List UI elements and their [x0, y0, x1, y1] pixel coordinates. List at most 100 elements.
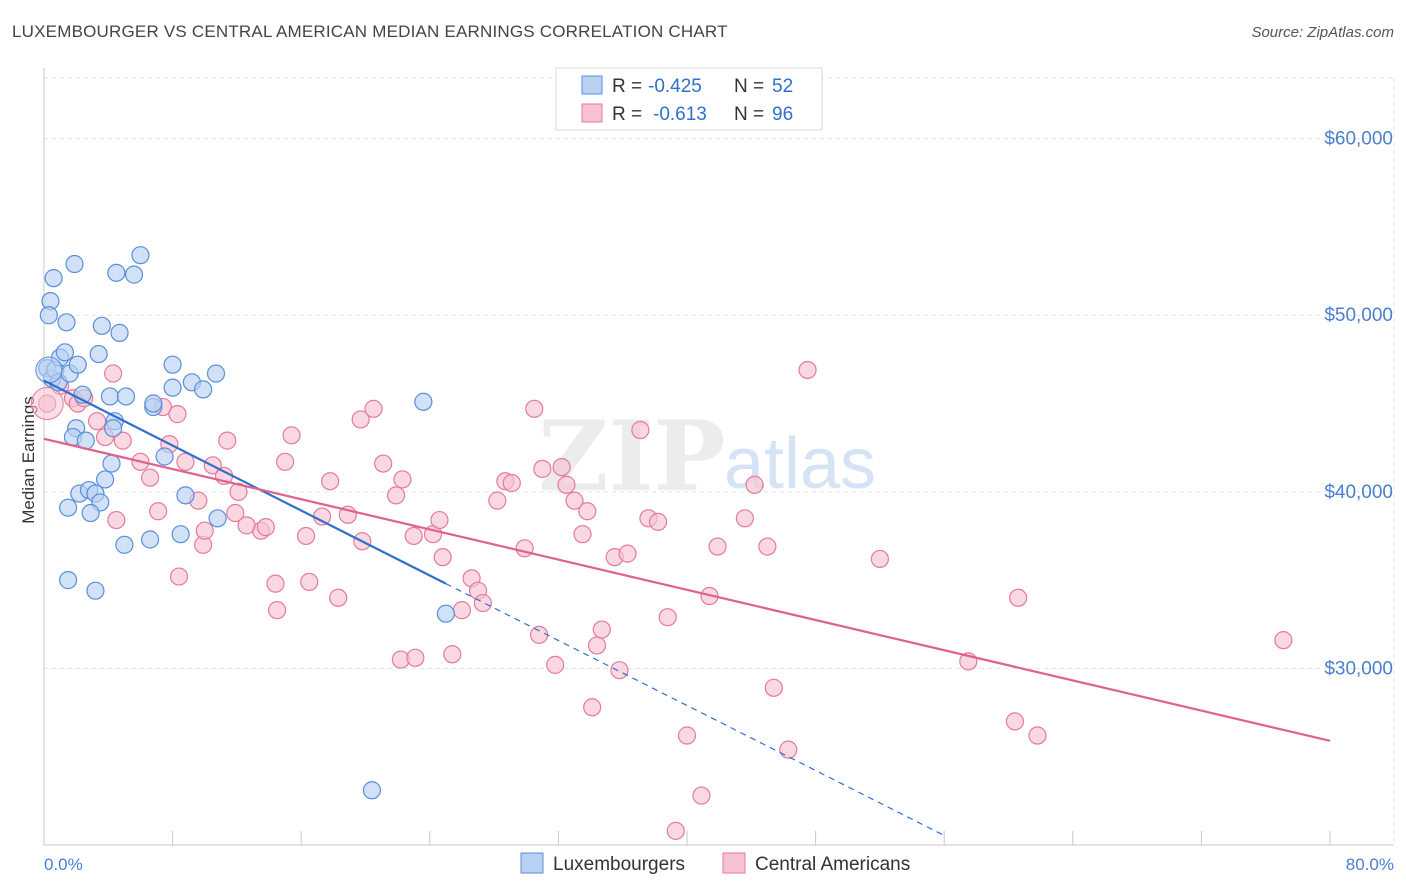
central-americans-point	[557, 475, 576, 494]
central-americans-point	[735, 509, 754, 528]
central-americans-point	[237, 516, 256, 535]
central-americans-point	[578, 502, 597, 521]
luxembourgers-point	[59, 498, 78, 517]
central-americans-point	[745, 475, 764, 494]
luxembourgers-point	[206, 364, 226, 383]
series-legend-swatch-pink	[722, 852, 746, 874]
central-americans-point	[798, 360, 817, 380]
central-americans-trendline	[43, 437, 1331, 742]
luxembourgers-point	[107, 263, 126, 282]
central-americans-point	[351, 410, 370, 429]
stats-n-label-pink: N =	[734, 104, 769, 125]
luxembourgers-point	[115, 535, 134, 554]
central-americans-points	[30, 360, 1293, 840]
central-americans-point	[104, 364, 123, 383]
trendlines	[43, 379, 1331, 836]
central-americans-point	[583, 698, 602, 717]
series-legend-label-blue: Luxembourgers	[553, 854, 685, 875]
central-americans-point	[502, 473, 521, 493]
central-americans-point-large	[30, 387, 64, 421]
luxembourgers-point	[95, 470, 115, 489]
series-legend-swatch-blue	[520, 852, 544, 874]
watermark-zip: ZIP	[538, 400, 725, 513]
central-americans-point	[488, 491, 507, 510]
central-americans-point	[229, 482, 248, 501]
central-americans-point	[374, 454, 393, 473]
axes	[43, 68, 1394, 846]
central-americans-point	[666, 821, 685, 840]
central-americans-point	[758, 537, 777, 556]
luxembourgers-point	[89, 344, 108, 364]
central-americans-point	[587, 636, 607, 655]
luxembourgers-point	[104, 419, 123, 438]
central-americans-point	[648, 512, 668, 531]
svg-text:R = -0.425 N =: R = -0.425 N = 52	[612, 76, 793, 97]
y-axis-label: Median Earnings	[19, 396, 38, 524]
central-americans-point	[473, 593, 492, 613]
central-americans-point	[386, 486, 406, 505]
central-americans-point	[256, 518, 275, 537]
luxembourgers-point	[57, 313, 76, 332]
central-americans-point	[692, 786, 711, 805]
y-tick-label: $40,000	[1324, 482, 1393, 503]
luxembourgers-point	[144, 394, 163, 413]
central-americans-point	[107, 510, 126, 530]
stats-n-value-blue: 52	[772, 76, 793, 97]
central-americans-point	[168, 405, 187, 424]
central-americans-point	[312, 507, 332, 526]
luxembourgers-point	[86, 581, 105, 600]
luxembourgers-point	[59, 571, 78, 590]
luxembourgers-point	[39, 306, 58, 325]
central-americans-point	[677, 726, 697, 745]
central-americans-point	[267, 601, 287, 620]
central-americans-point	[631, 420, 650, 440]
central-americans-point	[195, 521, 214, 540]
luxembourgers-point	[102, 454, 121, 473]
central-americans-point	[708, 537, 727, 556]
stats-n-label-blue: N =	[734, 76, 769, 97]
central-americans-point	[404, 526, 423, 546]
central-americans-point	[1009, 588, 1028, 607]
central-americans-point	[364, 399, 383, 418]
luxembourgers-point	[110, 323, 129, 342]
central-americans-point	[433, 548, 452, 567]
luxembourgers-point	[176, 486, 195, 505]
luxembourgers-point	[140, 530, 160, 549]
central-americans-point	[764, 678, 783, 697]
central-americans-point	[618, 544, 637, 563]
central-americans-point	[592, 620, 611, 639]
central-americans-point	[140, 468, 160, 487]
central-americans-point	[530, 625, 549, 644]
central-americans-point	[546, 655, 565, 674]
stats-r-value-blue: -0.425	[648, 76, 702, 97]
stats-legend: R = -0.425 N = 52 R = -0.613 N = 96	[555, 67, 823, 131]
svg-text:R = -0.613 N =: R = -0.613 N = 96	[612, 104, 793, 125]
central-americans-point	[87, 412, 107, 431]
luxembourgers-point	[100, 387, 120, 406]
luxembourgers-point	[194, 380, 213, 399]
central-americans-point	[565, 491, 584, 510]
central-americans-point	[1005, 712, 1025, 731]
central-americans-point	[266, 574, 285, 593]
luxembourgers-point	[81, 503, 100, 523]
y-tick-labels: $30,000 $40,000 $50,000 $60,000	[1324, 129, 1393, 680]
central-americans-point	[176, 452, 195, 471]
stats-legend-swatch-blue	[581, 75, 603, 95]
central-americans-point	[149, 502, 168, 521]
luxembourgers-point	[362, 781, 382, 800]
central-americans-point	[443, 645, 462, 664]
y-tick-label: $60,000	[1324, 129, 1393, 150]
central-americans-point	[113, 431, 132, 450]
y-tick-label: $50,000	[1324, 305, 1393, 326]
luxembourgers-point	[92, 316, 111, 335]
luxembourgers-point	[55, 343, 74, 362]
central-americans-point	[169, 567, 189, 586]
central-americans-point	[610, 661, 629, 680]
central-americans-point	[525, 399, 544, 418]
luxembourgers-point	[436, 604, 455, 623]
luxembourgers-point	[116, 387, 136, 406]
luxembourgers-point	[414, 392, 433, 411]
central-americans-point	[452, 601, 472, 620]
central-americans-point	[393, 470, 412, 489]
